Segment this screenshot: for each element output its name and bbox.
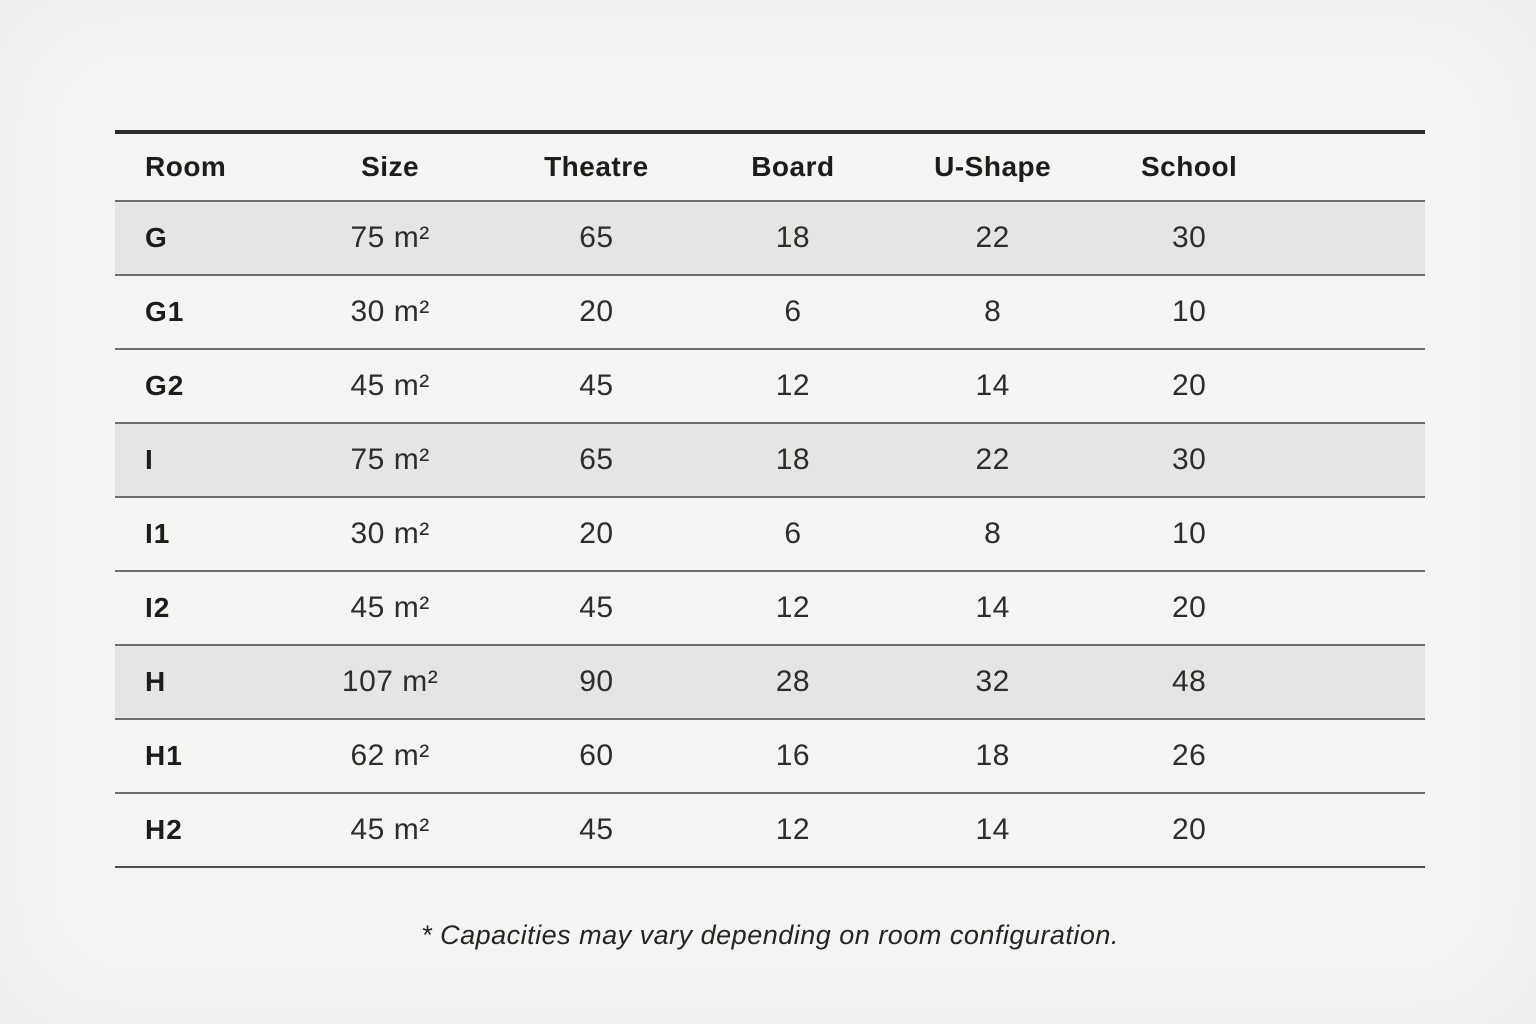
- cell-theatre: 45: [579, 813, 614, 846]
- cell-room: H1: [145, 740, 183, 771]
- cell-board: 16: [775, 739, 811, 772]
- cell-size: 62 m²: [350, 739, 430, 772]
- capacity-footnote: * Capacities may vary depending on room …: [421, 920, 1119, 950]
- cell-ushape: 22: [975, 443, 1010, 476]
- cell-theatre: 20: [579, 295, 614, 328]
- cell-school: 10: [1171, 517, 1207, 550]
- cell-board: 28: [775, 665, 811, 698]
- cell-size: 30 m²: [350, 517, 430, 550]
- cell-size: 45 m²: [350, 591, 430, 624]
- cell-board: 12: [775, 813, 811, 846]
- table-row-h1: H1 62 m² 60 16 18 26: [115, 718, 1425, 792]
- cell-ushape: 22: [975, 221, 1010, 254]
- cell-board: 12: [775, 591, 811, 624]
- room-capacity-table: Room Size Theatre Board U-Shape School G…: [115, 130, 1425, 868]
- cell-room: G2: [145, 370, 185, 401]
- table-row-g2: G2 45 m² 45 12 14 20: [115, 348, 1425, 422]
- cell-size: 75 m²: [350, 443, 430, 476]
- cell-room: H2: [145, 814, 183, 845]
- cell-theatre: 45: [579, 369, 614, 402]
- cell-theatre: 20: [579, 517, 614, 550]
- cell-size: 107 m²: [341, 665, 439, 698]
- table-row-i: I 75 m² 65 18 22 30: [115, 422, 1425, 496]
- cell-school: 20: [1171, 369, 1207, 402]
- cell-size: 45 m²: [350, 813, 430, 846]
- cell-room: I1: [145, 518, 171, 549]
- header-cell-board: Board: [751, 151, 835, 182]
- cell-theatre: 60: [579, 739, 614, 772]
- table-row-g: G 75 m² 65 18 22 30: [115, 200, 1425, 274]
- cell-ushape: 8: [984, 295, 1002, 328]
- cell-ushape: 32: [975, 665, 1010, 698]
- cell-ushape: 14: [975, 591, 1010, 624]
- cell-board: 18: [775, 443, 811, 476]
- cell-size: 75 m²: [350, 221, 430, 254]
- cell-room: G1: [145, 296, 185, 327]
- header-cell-theatre: Theatre: [544, 151, 649, 182]
- table-row-g1: G1 30 m² 20 6 8 10: [115, 274, 1425, 348]
- cell-school: 26: [1171, 739, 1207, 772]
- cell-school: 20: [1171, 813, 1207, 846]
- header-cell-size: Size: [361, 151, 420, 182]
- cell-school: 48: [1171, 665, 1207, 698]
- header-cell-ushape: U-Shape: [934, 151, 1052, 182]
- cell-ushape: 18: [975, 739, 1010, 772]
- cell-theatre: 65: [579, 443, 614, 476]
- cell-school: 10: [1171, 295, 1207, 328]
- table-header-row: Room Size Theatre Board U-Shape School: [115, 134, 1425, 200]
- cell-board: 6: [784, 295, 802, 328]
- cell-school: 20: [1171, 591, 1207, 624]
- cell-room: I: [145, 444, 154, 475]
- cell-theatre: 45: [579, 591, 614, 624]
- cell-board: 18: [775, 221, 811, 254]
- table-row-h2: H2 45 m² 45 12 14 20: [115, 792, 1425, 866]
- cell-ushape: 8: [984, 517, 1002, 550]
- cell-theatre: 90: [579, 665, 614, 698]
- cell-board: 12: [775, 369, 811, 402]
- cell-school: 30: [1171, 443, 1207, 476]
- table-row-h: H 107 m² 90 28 32 48: [115, 644, 1425, 718]
- cell-ushape: 14: [975, 813, 1010, 846]
- cell-room: I2: [145, 592, 171, 623]
- cell-ushape: 14: [975, 369, 1010, 402]
- cell-board: 6: [784, 517, 802, 550]
- table-row-i1: I1 30 m² 20 6 8 10: [115, 496, 1425, 570]
- header-cell-school: School: [1140, 151, 1238, 182]
- cell-size: 45 m²: [350, 369, 430, 402]
- cell-theatre: 65: [579, 221, 614, 254]
- table-row-i2: I2 45 m² 45 12 14 20: [115, 570, 1425, 644]
- header-cell-room: Room: [145, 151, 227, 182]
- cell-size: 30 m²: [350, 295, 430, 328]
- cell-room: G: [145, 222, 168, 253]
- cell-school: 30: [1171, 221, 1207, 254]
- cell-room: H: [145, 666, 167, 697]
